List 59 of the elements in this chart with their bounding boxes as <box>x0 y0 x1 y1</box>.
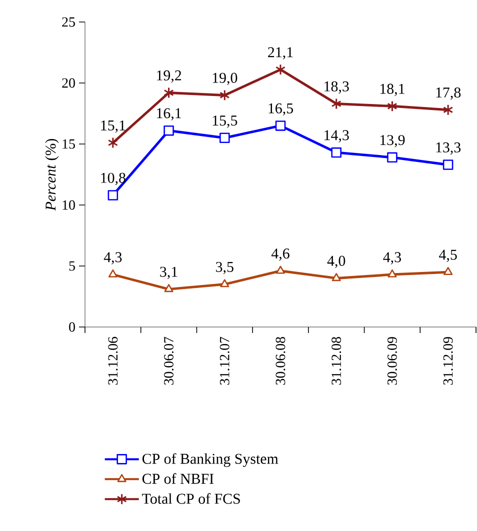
data-label: 21,1 <box>268 47 293 60</box>
point <box>331 98 342 110</box>
data-label: 18,3 <box>324 81 349 94</box>
point <box>108 190 118 200</box>
x-tick-label: 30.06.08 <box>276 337 286 385</box>
y-axis-title: Percent (%) <box>45 138 59 211</box>
point <box>220 279 230 288</box>
data-label: 4,3 <box>383 252 401 264</box>
x-tick-label: 30.06.09 <box>387 337 397 385</box>
data-label: 10,8 <box>101 172 126 186</box>
point <box>331 147 342 158</box>
data-label: 15,5 <box>212 116 238 128</box>
y-tick-label: 25 <box>62 17 75 27</box>
data-label: 16,1 <box>157 108 181 120</box>
point <box>108 137 118 149</box>
point <box>164 284 174 292</box>
y-tick-label: 0 <box>69 322 75 332</box>
point <box>164 125 174 136</box>
data-label: 18,1 <box>380 84 404 96</box>
point <box>387 152 398 163</box>
x-tick-label: 31.12.07 <box>220 336 230 385</box>
point <box>332 273 341 282</box>
data-label: 13,3 <box>436 142 461 155</box>
data-label: 4,6 <box>271 248 290 261</box>
point <box>387 100 398 112</box>
data-label: 19,2 <box>157 70 182 83</box>
y-tick-label: 10 <box>62 200 75 210</box>
point <box>220 132 230 144</box>
x-tick-label: 30.06.07 <box>164 336 174 385</box>
data-label: 19,0 <box>212 72 238 86</box>
point <box>442 160 454 170</box>
y-tick-label: 20 <box>62 78 75 88</box>
data-label: 4,0 <box>327 256 346 268</box>
legend-label: Total CP of FCS <box>142 493 240 504</box>
data-label: 17,8 <box>436 87 461 100</box>
x-tick-label: 31.12.08 <box>332 337 342 385</box>
point <box>444 266 453 275</box>
point <box>220 89 230 101</box>
data-label: 16,5 <box>268 103 293 116</box>
data-label: 4,3 <box>104 252 122 264</box>
y-tick-label: 15 <box>62 139 75 149</box>
y-tick-label: 5 <box>69 261 75 271</box>
point <box>443 104 454 116</box>
legend-label: CP of NBFI <box>142 473 214 484</box>
data-label: 4,5 <box>439 250 457 262</box>
point <box>275 120 286 131</box>
data-label: 3,1 <box>160 266 178 280</box>
data-label: 3,5 <box>216 262 234 274</box>
point <box>275 64 286 76</box>
point <box>108 269 118 278</box>
point <box>276 266 286 274</box>
x-tick-label: 31.12.09 <box>443 337 453 385</box>
data-label: 15,1 <box>101 120 126 133</box>
point <box>164 87 174 98</box>
legend-label: CP of Banking System <box>142 453 278 467</box>
point <box>388 269 397 278</box>
data-label: 14,3 <box>324 130 349 142</box>
data-label: 13,9 <box>380 135 405 148</box>
x-tick-label: 31.12.06 <box>108 336 118 385</box>
